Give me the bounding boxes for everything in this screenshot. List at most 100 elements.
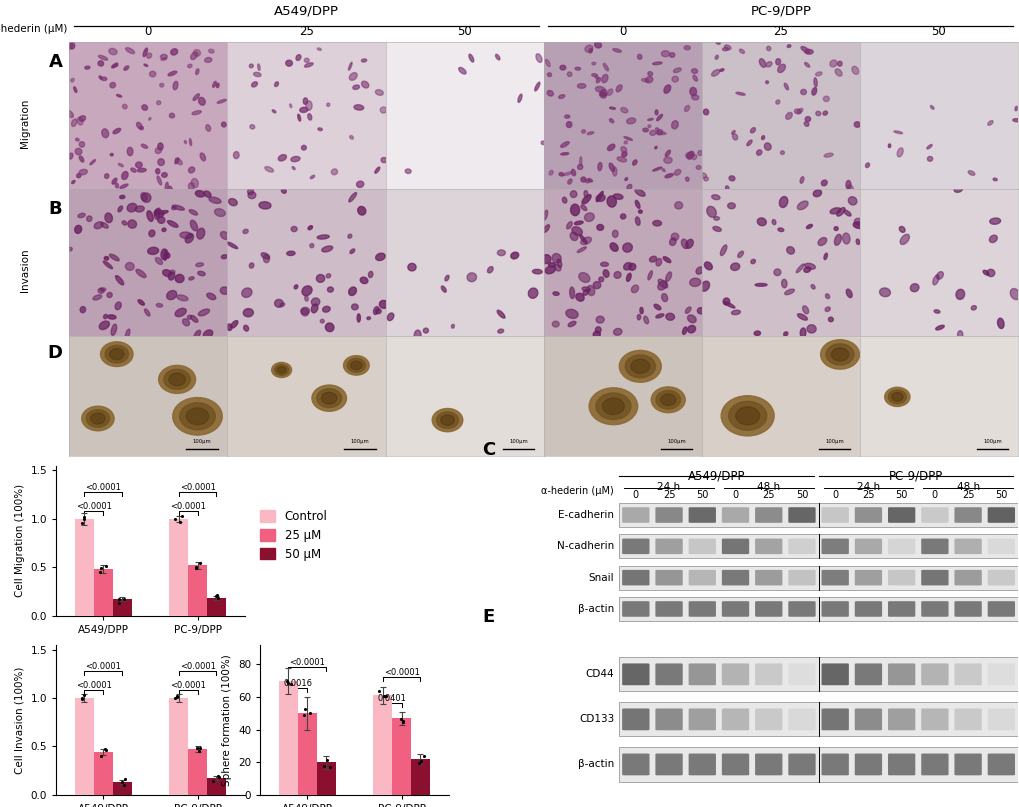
Ellipse shape [691, 94, 698, 100]
Ellipse shape [327, 287, 333, 292]
FancyBboxPatch shape [622, 754, 649, 776]
FancyBboxPatch shape [622, 601, 649, 617]
Ellipse shape [620, 214, 626, 219]
Circle shape [168, 373, 185, 386]
Ellipse shape [228, 199, 237, 206]
Ellipse shape [926, 157, 931, 161]
Ellipse shape [761, 136, 764, 140]
Ellipse shape [120, 184, 127, 188]
Ellipse shape [93, 295, 102, 300]
Ellipse shape [122, 104, 127, 109]
Ellipse shape [244, 325, 249, 331]
Ellipse shape [655, 258, 661, 266]
Bar [373, 696, 392, 795]
Ellipse shape [175, 274, 183, 282]
Text: <0.0001: <0.0001 [289, 659, 325, 667]
Ellipse shape [601, 74, 607, 83]
FancyBboxPatch shape [788, 570, 815, 585]
Ellipse shape [600, 262, 608, 266]
Ellipse shape [161, 173, 167, 178]
Ellipse shape [70, 78, 74, 82]
Ellipse shape [353, 85, 359, 90]
Text: PC-9/DPP: PC-9/DPP [750, 5, 810, 18]
Ellipse shape [140, 127, 144, 130]
FancyBboxPatch shape [619, 657, 1017, 692]
Ellipse shape [196, 69, 199, 74]
Ellipse shape [318, 128, 322, 131]
Ellipse shape [584, 190, 587, 197]
FancyBboxPatch shape [721, 601, 748, 617]
Ellipse shape [243, 229, 248, 233]
FancyBboxPatch shape [854, 508, 881, 523]
Ellipse shape [216, 83, 219, 88]
Ellipse shape [599, 93, 605, 98]
Ellipse shape [682, 327, 686, 334]
Ellipse shape [673, 68, 681, 73]
Ellipse shape [170, 48, 177, 55]
Ellipse shape [278, 155, 286, 161]
Ellipse shape [685, 153, 692, 158]
Bar [94, 752, 112, 795]
Ellipse shape [200, 153, 205, 161]
Ellipse shape [615, 85, 622, 92]
Ellipse shape [609, 243, 618, 251]
Ellipse shape [147, 211, 153, 221]
Ellipse shape [909, 283, 918, 292]
Ellipse shape [794, 109, 801, 114]
Ellipse shape [322, 307, 330, 312]
Ellipse shape [160, 83, 164, 87]
Ellipse shape [107, 292, 112, 298]
Ellipse shape [750, 259, 755, 264]
Ellipse shape [599, 93, 606, 96]
Ellipse shape [85, 66, 90, 69]
Ellipse shape [209, 197, 221, 203]
Ellipse shape [105, 174, 109, 178]
Ellipse shape [649, 257, 656, 262]
Y-axis label: Cell Invasion (100%): Cell Invasion (100%) [15, 666, 24, 774]
Ellipse shape [121, 172, 128, 179]
Text: 0: 0 [931, 490, 937, 500]
Ellipse shape [577, 247, 586, 253]
Ellipse shape [165, 253, 170, 258]
Ellipse shape [144, 64, 148, 66]
Ellipse shape [148, 247, 159, 254]
FancyBboxPatch shape [754, 508, 782, 523]
Ellipse shape [697, 150, 702, 156]
Bar [112, 782, 131, 795]
Ellipse shape [141, 193, 147, 201]
Ellipse shape [665, 272, 671, 282]
Ellipse shape [623, 262, 631, 270]
Ellipse shape [248, 189, 254, 194]
Ellipse shape [657, 279, 667, 288]
Text: CD133: CD133 [579, 714, 613, 725]
Ellipse shape [115, 302, 121, 310]
Ellipse shape [1012, 119, 1019, 122]
Ellipse shape [168, 272, 174, 280]
Ellipse shape [176, 295, 187, 301]
Ellipse shape [599, 90, 606, 96]
Ellipse shape [566, 122, 572, 128]
Ellipse shape [168, 71, 176, 76]
Ellipse shape [1014, 107, 1016, 111]
Ellipse shape [577, 84, 585, 88]
Ellipse shape [303, 98, 308, 104]
Ellipse shape [635, 200, 639, 208]
Ellipse shape [379, 300, 388, 308]
Ellipse shape [226, 324, 231, 331]
Text: 25: 25 [961, 490, 973, 500]
Ellipse shape [845, 181, 850, 189]
Ellipse shape [161, 249, 167, 260]
Ellipse shape [136, 206, 144, 212]
Ellipse shape [647, 271, 652, 280]
FancyBboxPatch shape [920, 709, 948, 730]
Text: <0.0001: <0.0001 [179, 483, 215, 492]
Ellipse shape [581, 177, 585, 182]
Ellipse shape [518, 94, 522, 102]
FancyBboxPatch shape [820, 538, 848, 554]
Ellipse shape [142, 193, 151, 203]
Ellipse shape [822, 96, 828, 102]
Ellipse shape [842, 233, 849, 244]
Ellipse shape [612, 167, 616, 176]
Ellipse shape [699, 173, 706, 178]
Ellipse shape [621, 147, 626, 153]
